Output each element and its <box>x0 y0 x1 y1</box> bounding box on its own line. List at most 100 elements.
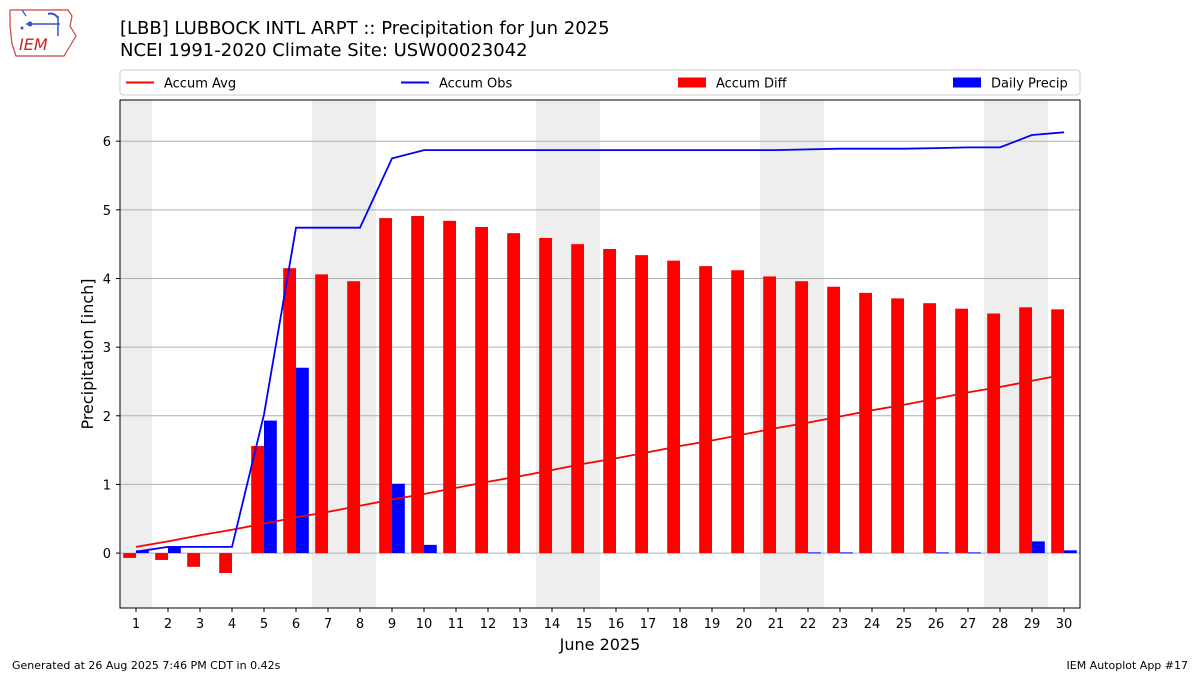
accum-diff-bar <box>219 553 232 573</box>
accum-diff-bar <box>827 286 840 554</box>
accum-diff-bar <box>283 268 296 554</box>
x-tick-label: 9 <box>388 617 396 632</box>
chart-title: [LBB] LUBBOCK INTL ARPT :: Precipitation… <box>120 18 610 39</box>
y-tick-label: 4 <box>103 272 111 287</box>
accum-diff-bar <box>1019 307 1032 554</box>
accum-diff-bar <box>443 220 456 554</box>
x-tick-label: 1 <box>132 617 140 632</box>
accum-diff-bar <box>699 266 712 554</box>
accum-diff-bar <box>859 292 872 554</box>
accum-diff-bar <box>731 270 744 554</box>
x-tick-label: 16 <box>608 617 625 632</box>
accum-diff-bar <box>1051 309 1064 554</box>
y-tick-label: 5 <box>103 204 111 219</box>
legend: Accum Avg Accum Obs Accum Diff Daily Precip <box>119 69 1081 96</box>
y-gridlines <box>120 140 1080 554</box>
y-tick-label: 6 <box>103 135 111 150</box>
bars <box>123 216 1077 573</box>
x-axis-label: June 2025 <box>559 635 641 654</box>
accum-diff-bar <box>571 244 584 554</box>
accum-avg-line <box>135 373 1065 548</box>
accum-diff-bar <box>411 216 424 554</box>
x-tick-label: 19 <box>704 617 721 632</box>
accum-diff-bar <box>539 237 552 554</box>
chart-subtitle: NCEI 1991-2020 Climate Site: USW00023042 <box>120 40 528 61</box>
daily-precip-bar <box>392 483 405 554</box>
daily-precip-bar <box>296 367 309 554</box>
accum-diff-bar <box>347 281 360 554</box>
legend-swatch-daily-precip <box>953 77 981 88</box>
x-tick-label: 20 <box>736 617 753 632</box>
x-tick-label: 25 <box>896 617 913 632</box>
accum-diff-bar <box>763 276 776 554</box>
svg-text:IEM: IEM <box>19 35 48 54</box>
lines <box>135 131 1065 553</box>
daily-precip-bar <box>936 552 949 554</box>
daily-precip-bar <box>168 546 181 554</box>
x-tick-label: 29 <box>1024 617 1041 632</box>
accum-diff-bar <box>315 274 328 554</box>
accum-diff-bar <box>795 281 808 554</box>
x-tick-label: 4 <box>228 617 236 632</box>
accum-diff-bar <box>187 553 200 567</box>
legend-frame <box>119 69 1081 96</box>
x-tick-label: 26 <box>928 617 945 632</box>
x-tick-label: 21 <box>768 617 785 632</box>
x-tick-label: 15 <box>576 617 593 632</box>
x-tick-label: 30 <box>1056 617 1073 632</box>
x-tick-label: 22 <box>800 617 817 632</box>
y-tick-label: 0 <box>103 547 111 562</box>
accum-diff-bar <box>987 313 1000 554</box>
legend-label-accum-avg: Accum Avg <box>164 77 236 92</box>
x-axis-ticks: 1 2 3 4 5 6 7 8 9 10 11 12 13 14 15 16 17 18 19 20 21 22 23 24 2… <box>132 608 1072 632</box>
daily-precip-bar <box>1064 550 1077 554</box>
accum-diff-bar <box>155 553 168 560</box>
y-tick-label: 3 <box>103 341 111 356</box>
daily-precip-bar <box>808 552 821 554</box>
x-tick-label: 13 <box>512 617 529 632</box>
accum-diff-bar <box>379 218 392 554</box>
x-tick-label: 18 <box>672 617 689 632</box>
generated-timestamp: Generated at 26 Aug 2025 7:46 PM CDT in … <box>12 659 281 672</box>
daily-precip-bar <box>424 544 437 554</box>
legend-label-daily-precip: Daily Precip <box>991 77 1068 92</box>
x-tick-label: 10 <box>416 617 433 632</box>
app-credit: IEM Autoplot App #17 <box>1066 659 1189 672</box>
plot-frame <box>119 99 1081 609</box>
x-tick-label: 3 <box>196 617 204 632</box>
x-tick-label: 6 <box>292 617 300 632</box>
x-tick-label: 14 <box>544 617 561 632</box>
accum-diff-bar <box>667 260 680 554</box>
y-tick-label: 1 <box>103 478 111 493</box>
y-axis-label: Precipitation [inch] <box>78 278 97 429</box>
x-tick-label: 11 <box>448 617 465 632</box>
accum-diff-bar <box>603 248 616 554</box>
daily-precip-bar <box>840 552 853 554</box>
x-tick-label: 2 <box>164 617 172 632</box>
x-tick-label: 5 <box>260 617 268 632</box>
x-tick-label: 27 <box>960 617 977 632</box>
accum-diff-bar <box>507 233 520 554</box>
x-tick-label: 28 <box>992 617 1009 632</box>
legend-label-accum-obs: Accum Obs <box>439 77 512 92</box>
accum-diff-bar <box>923 303 936 554</box>
x-tick-label: 12 <box>480 617 497 632</box>
iem-logo: IEM <box>8 6 80 62</box>
y-axis-ticks: 0 1 2 3 4 5 6 <box>103 135 120 562</box>
accum-diff-bar <box>955 308 968 554</box>
daily-precip-bar <box>136 550 149 554</box>
y-tick-label: 2 <box>103 410 111 425</box>
accum-diff-bar <box>475 227 488 554</box>
x-tick-label: 7 <box>324 617 332 632</box>
legend-label-accum-diff: Accum Diff <box>716 77 788 92</box>
legend-swatch-accum-diff <box>678 77 706 88</box>
x-tick-label: 24 <box>864 617 881 632</box>
daily-precip-bar <box>1032 541 1045 554</box>
x-tick-label: 17 <box>640 617 657 632</box>
x-tick-label: 23 <box>832 617 849 632</box>
x-tick-label: 8 <box>356 617 364 632</box>
accum-obs-line <box>135 131 1065 553</box>
accum-diff-bar <box>635 255 648 554</box>
accum-diff-bar <box>891 298 904 554</box>
